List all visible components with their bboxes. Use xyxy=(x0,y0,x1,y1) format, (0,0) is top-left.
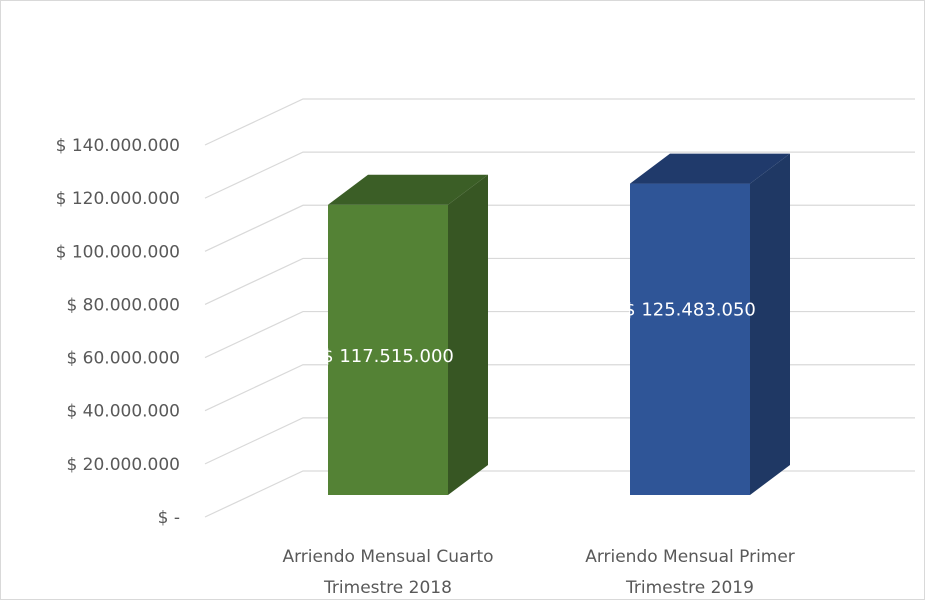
gridline xyxy=(204,257,915,305)
gridline xyxy=(204,364,915,412)
y-tick-label: $ 40.000.000 xyxy=(66,402,180,422)
gridline xyxy=(204,470,915,518)
y-tick-label: $ 80.000.000 xyxy=(66,295,180,315)
bar-front xyxy=(328,204,448,495)
category-label: Arriendo Mensual Cuarto xyxy=(282,547,493,567)
y-tick-label: $ 100.000.000 xyxy=(56,242,180,262)
bar-top xyxy=(328,174,488,205)
category-label: Trimestre 2019 xyxy=(625,578,754,598)
bar-top xyxy=(630,153,790,184)
bar-side xyxy=(448,174,488,495)
y-tick-label: $ 60.000.000 xyxy=(66,349,180,369)
data-label: $ 125.483.050 xyxy=(624,299,756,320)
y-tick-label: $ - xyxy=(158,508,180,528)
gridline xyxy=(204,310,915,359)
gridline xyxy=(204,151,915,199)
data-label: $ 117.515.000 xyxy=(322,346,454,367)
bar-side xyxy=(750,153,790,495)
gridline xyxy=(204,98,915,146)
gridlines xyxy=(204,98,915,518)
y-tick-label: $ 140.000.000 xyxy=(56,136,180,156)
gridline xyxy=(204,417,915,465)
category-label: Arriendo Mensual Primer xyxy=(585,547,795,567)
y-axis-ticks: $ - $ 20.000.000 $ 40.000.000 $ 60.000.000 $… xyxy=(56,136,180,528)
y-tick-label: $ 120.000.000 xyxy=(56,189,180,209)
category-label: Trimestre 2018 xyxy=(323,578,452,598)
category-labels: Arriendo Mensual Cuarto Trimestre 2018 Arr… xyxy=(282,547,794,598)
bars: $ 117.515.000 $ 125.483.050 xyxy=(322,153,790,495)
bar-front xyxy=(630,183,750,495)
y-tick-label: $ 20.000.000 xyxy=(66,455,180,475)
gridline xyxy=(204,204,915,252)
